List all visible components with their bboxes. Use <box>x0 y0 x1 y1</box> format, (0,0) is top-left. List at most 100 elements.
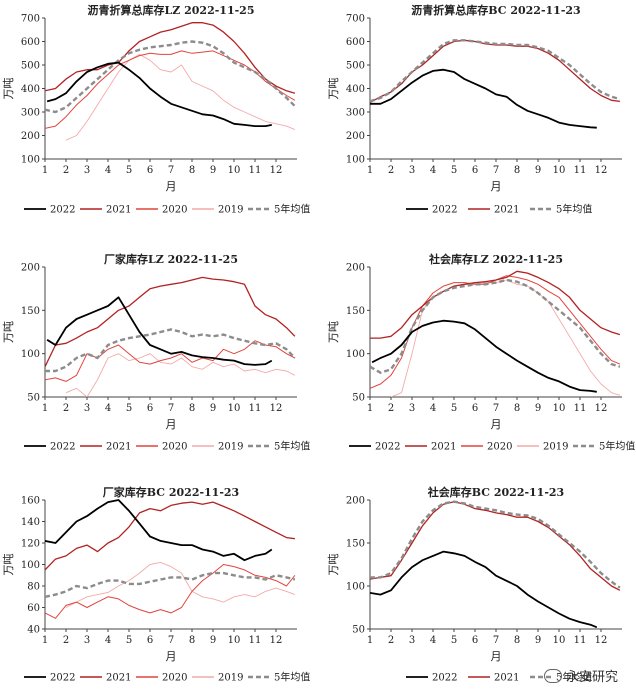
series-line-2021 <box>370 501 621 591</box>
x-tick-label: 3 <box>409 635 415 646</box>
series-line-2019 <box>65 353 296 397</box>
x-axis-label: 月 <box>166 418 177 431</box>
x-tick-label: 4 <box>430 403 436 414</box>
x-tick-label: 6 <box>472 635 478 646</box>
legend-label: 2022 <box>50 205 75 216</box>
legend-label: 2020 <box>487 442 512 453</box>
x-tick-label: 7 <box>493 635 499 646</box>
x-tick-label: 4 <box>430 635 436 646</box>
x-tick-label: 2 <box>63 635 69 646</box>
x-tick-label: 7 <box>493 165 499 176</box>
chart-title: 厂家库存BC 2022-11-23 <box>103 485 239 499</box>
x-tick-label: 10 <box>228 635 241 646</box>
legend: 2022 2021 2020 2019 5年均值 <box>24 671 310 684</box>
legend-label: 5年均值 <box>556 671 592 684</box>
legend-label: 2021 <box>106 205 131 216</box>
series-line-2021 <box>370 270 621 339</box>
x-tick-label: 5 <box>451 165 457 176</box>
series-line-2019 <box>65 53 296 141</box>
y-tick-label: 100 <box>346 155 365 166</box>
x-tick-label: 1 <box>42 403 48 414</box>
series-line-2020 <box>45 50 296 129</box>
series-line-2021 <box>45 501 295 571</box>
y-tick-label: 200 <box>346 263 365 274</box>
x-tick-label: 8 <box>189 635 195 646</box>
x-tick-label: 5 <box>451 635 457 646</box>
x-tick-label: 2 <box>388 403 394 414</box>
x-axis-label: 月 <box>166 650 177 663</box>
x-tick-label: 11 <box>249 403 262 414</box>
x-tick-label: 3 <box>409 165 415 176</box>
y-tick-label: 200 <box>21 263 40 274</box>
x-tick-label: 8 <box>189 165 195 176</box>
series-line-5年均值 <box>45 571 296 598</box>
series-line-2021 <box>45 22 296 94</box>
y-tick-label: 200 <box>346 131 365 142</box>
y-axis-label: 万吨 <box>2 554 15 576</box>
x-tick-label: 1 <box>367 403 373 414</box>
x-tick-label: 7 <box>168 165 174 176</box>
legend-label: 2019 <box>543 442 568 453</box>
x-tick-label: 10 <box>553 403 566 414</box>
legend-label: 5年均值 <box>599 440 635 453</box>
x-tick-label: 12 <box>270 165 283 176</box>
x-axis-label: 月 <box>491 650 502 663</box>
y-tick-label: 60 <box>27 603 40 614</box>
x-tick-label: 9 <box>210 165 216 176</box>
x-tick-label: 7 <box>168 635 174 646</box>
x-tick-label: 9 <box>210 635 216 646</box>
legend-label: 2020 <box>162 442 187 453</box>
y-tick-label: 600 <box>21 37 40 48</box>
series-line-2022 <box>46 61 272 127</box>
series-line-2021 <box>45 276 296 367</box>
y-tick-label: 100 <box>21 560 40 571</box>
series-line-2022 <box>45 499 273 562</box>
x-tick-label: 8 <box>514 403 520 414</box>
legend-label: 5年均值 <box>274 440 310 453</box>
chart-2: 沥青折算总库存BC 2022-11-23 100 200 300 400 500 600 70… <box>327 3 622 216</box>
legend-label: 2020 <box>162 673 187 684</box>
x-tick-label: 12 <box>595 635 608 646</box>
y-tick-label: 700 <box>21 14 40 25</box>
y-tick-label: 400 <box>346 84 365 95</box>
series-line-5年均值 <box>45 328 296 373</box>
legend: 2022 2021 2020 2019 5年均值 <box>349 440 635 453</box>
x-tick-label: 6 <box>147 165 153 176</box>
y-tick-label: 150 <box>21 306 40 317</box>
x-tick-label: 1 <box>367 165 373 176</box>
x-tick-label: 5 <box>126 165 132 176</box>
y-axis-label: 万吨 <box>327 554 340 576</box>
x-tick-label: 3 <box>84 403 90 414</box>
y-tick-label: 400 <box>21 84 40 95</box>
chart-1: 沥青折算总库存LZ 2022-11-25 100 200 300 400 500 600 70… <box>2 3 310 216</box>
x-tick-label: 4 <box>105 635 111 646</box>
y-tick-label: 50 <box>352 625 365 636</box>
legend: 2022 2021 5年均值 <box>406 203 592 216</box>
legend: 2022 2021 2020 2019 5年均值 <box>24 203 310 216</box>
legend-label: 2021 <box>494 673 519 684</box>
y-tick-label: 100 <box>346 582 365 593</box>
y-tick-label: 100 <box>346 349 365 360</box>
series-line-2020 <box>45 340 296 382</box>
x-tick-label: 1 <box>42 635 48 646</box>
x-tick-label: 12 <box>270 403 283 414</box>
y-tick-label: 40 <box>27 625 40 636</box>
y-tick-label: 300 <box>21 108 40 119</box>
y-tick-label: 100 <box>21 155 40 166</box>
x-tick-label: 8 <box>514 635 520 646</box>
x-tick-label: 12 <box>270 635 283 646</box>
x-tick-label: 3 <box>84 635 90 646</box>
x-axis-label: 月 <box>166 180 177 193</box>
legend-label: 2022 <box>432 205 457 216</box>
x-tick-label: 2 <box>63 403 69 414</box>
y-tick-label: 500 <box>346 61 365 72</box>
series-line-2022 <box>370 550 598 629</box>
x-tick-label: 7 <box>493 403 499 414</box>
x-tick-label: 7 <box>168 403 174 414</box>
legend-label: 2022 <box>50 673 75 684</box>
series-line-5年均值 <box>45 40 296 114</box>
x-tick-label: 11 <box>574 165 587 176</box>
y-tick-label: 50 <box>352 393 365 404</box>
